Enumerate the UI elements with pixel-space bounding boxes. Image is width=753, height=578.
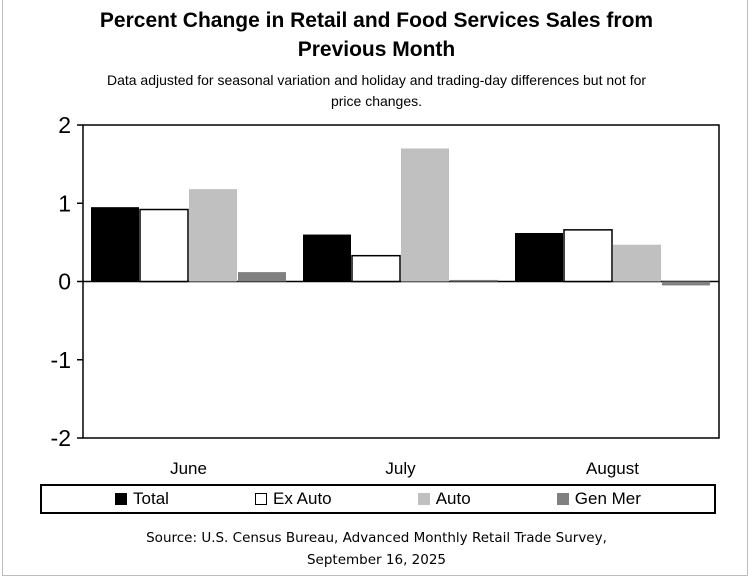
chart-title-line2: Previous Month bbox=[297, 38, 456, 61]
x-tick-label: July bbox=[385, 459, 416, 478]
bars-group bbox=[91, 148, 710, 286]
bar-ex-auto-august bbox=[563, 229, 613, 283]
y-tick-label: 1 bbox=[58, 190, 71, 216]
legend-label: Gen Mer bbox=[574, 489, 641, 508]
legend-swatch bbox=[556, 493, 569, 505]
legend: Total Ex Auto Auto Gen Mer bbox=[40, 484, 716, 514]
y-tick-label: 2 bbox=[58, 112, 71, 138]
bar-auto-june bbox=[189, 189, 237, 282]
legend-item-auto: Auto bbox=[417, 489, 471, 509]
x-tick-label: June bbox=[170, 459, 207, 478]
legend-item-ex-auto: Ex Auto bbox=[255, 489, 332, 509]
bar-total-july bbox=[303, 234, 351, 282]
bar-ex-auto-july bbox=[351, 254, 401, 283]
chart-title: Percent Change in Retail and Food Servic… bbox=[0, 6, 753, 64]
bar-gen-mer-july bbox=[450, 279, 498, 282]
source-line1: Source: U.S. Census Bureau, Advanced Mon… bbox=[146, 530, 607, 546]
bar-chart: 2 1 0 -1 -2 June July August bbox=[51, 112, 720, 478]
bar-auto-august bbox=[613, 244, 661, 282]
y-tick-label: 0 bbox=[58, 269, 71, 295]
chart-subtitle-line1: Data adjusted for seasonal variation and… bbox=[106, 72, 647, 88]
legend-label: Auto bbox=[435, 489, 471, 508]
bar-auto-july bbox=[401, 148, 449, 282]
y-tick-label: -2 bbox=[51, 425, 71, 451]
x-tick-label: August bbox=[586, 459, 639, 478]
x-axis: June July August bbox=[170, 459, 639, 478]
bar-total-august bbox=[515, 232, 563, 282]
bar-total-june bbox=[91, 207, 139, 282]
chart-title-line1: Percent Change in Retail and Food Servic… bbox=[99, 9, 654, 32]
bar-gen-mer-august bbox=[662, 281, 710, 286]
y-tick-label: -1 bbox=[51, 347, 71, 373]
bar-gen-mer-june bbox=[238, 272, 286, 282]
chart-subtitle-line2: price changes. bbox=[330, 93, 423, 109]
legend-swatch bbox=[255, 493, 268, 505]
chart-subtitle: Data adjusted for seasonal variation and… bbox=[30, 70, 723, 112]
legend-label: Total bbox=[133, 489, 169, 508]
legend-swatch bbox=[417, 493, 430, 505]
legend-item-gen-mer: Gen Mer bbox=[556, 489, 641, 509]
source-line2: September 16, 2025 bbox=[306, 552, 447, 568]
legend-label: Ex Auto bbox=[273, 489, 332, 508]
bar-ex-auto-june bbox=[139, 208, 189, 283]
source-note: Source: U.S. Census Bureau, Advanced Mon… bbox=[0, 527, 753, 571]
legend-swatch bbox=[115, 493, 128, 505]
legend-item-total: Total bbox=[115, 489, 169, 509]
